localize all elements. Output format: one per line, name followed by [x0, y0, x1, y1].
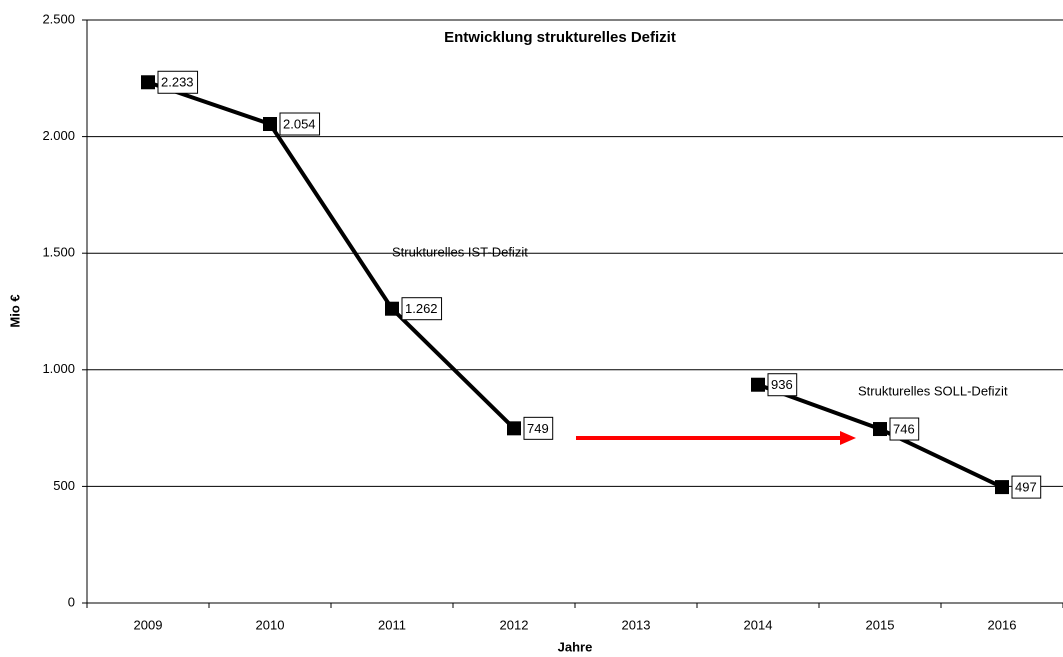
data-label-box: [279, 112, 321, 136]
data-label-box: [1011, 475, 1042, 499]
chart-title: Entwicklung strukturelles Defizit: [444, 29, 676, 46]
y-tick-label: 500: [53, 478, 75, 493]
annotation: Strukturelles IST-Defizit: [392, 244, 528, 259]
y-tick-label: 2.000: [42, 128, 75, 143]
marker: [751, 377, 765, 392]
data-label-box: [767, 373, 798, 397]
data-label: 497: [1011, 475, 1042, 499]
marker: [263, 117, 277, 132]
annotation: Strukturelles SOLL-Defizit: [858, 383, 1008, 398]
data-label-text: 936: [771, 377, 793, 392]
y-tick-label: 2.500: [42, 11, 75, 26]
x-axis-label: Jahre: [558, 639, 593, 654]
arrow-head: [840, 431, 856, 445]
x-tick-label: 2013: [622, 617, 651, 632]
data-label-box: [157, 70, 199, 94]
data-label-text: 2.233: [161, 75, 194, 90]
x-tick-label: 2016: [988, 617, 1017, 632]
y-tick-label: 0: [68, 594, 75, 609]
data-label-text: 746: [893, 421, 915, 436]
x-tick-label: 2014: [744, 617, 773, 632]
data-label: 936: [767, 373, 798, 397]
data-label: 749: [523, 416, 554, 440]
y-tick-label: 1.500: [42, 245, 75, 260]
data-label: 2.054: [279, 112, 321, 136]
y-tick-label: 1.000: [42, 361, 75, 376]
data-label: 1.262: [401, 297, 443, 321]
marker: [385, 301, 399, 316]
marker: [141, 75, 155, 90]
data-label-text: 1.262: [405, 301, 438, 316]
data-label-text: 2.054: [283, 116, 316, 131]
marker: [873, 422, 887, 437]
data-label-text: 497: [1015, 480, 1037, 495]
data-label: 746: [889, 417, 920, 441]
x-tick-label: 2015: [866, 617, 895, 632]
x-tick-label: 2009: [134, 617, 163, 632]
x-tick-label: 2012: [500, 617, 529, 632]
red-arrow: [576, 431, 856, 445]
marker: [995, 480, 1009, 495]
y-axis-label: Mio €: [7, 294, 22, 327]
data-label-box: [889, 417, 920, 441]
marker: [507, 421, 521, 436]
data-label-text: 749: [527, 421, 549, 436]
data-label-box: [523, 416, 554, 440]
data-label-box: [401, 297, 443, 321]
x-tick-label: 2010: [256, 617, 285, 632]
data-label: 2.233: [157, 70, 199, 94]
x-tick-label: 2011: [378, 617, 406, 632]
